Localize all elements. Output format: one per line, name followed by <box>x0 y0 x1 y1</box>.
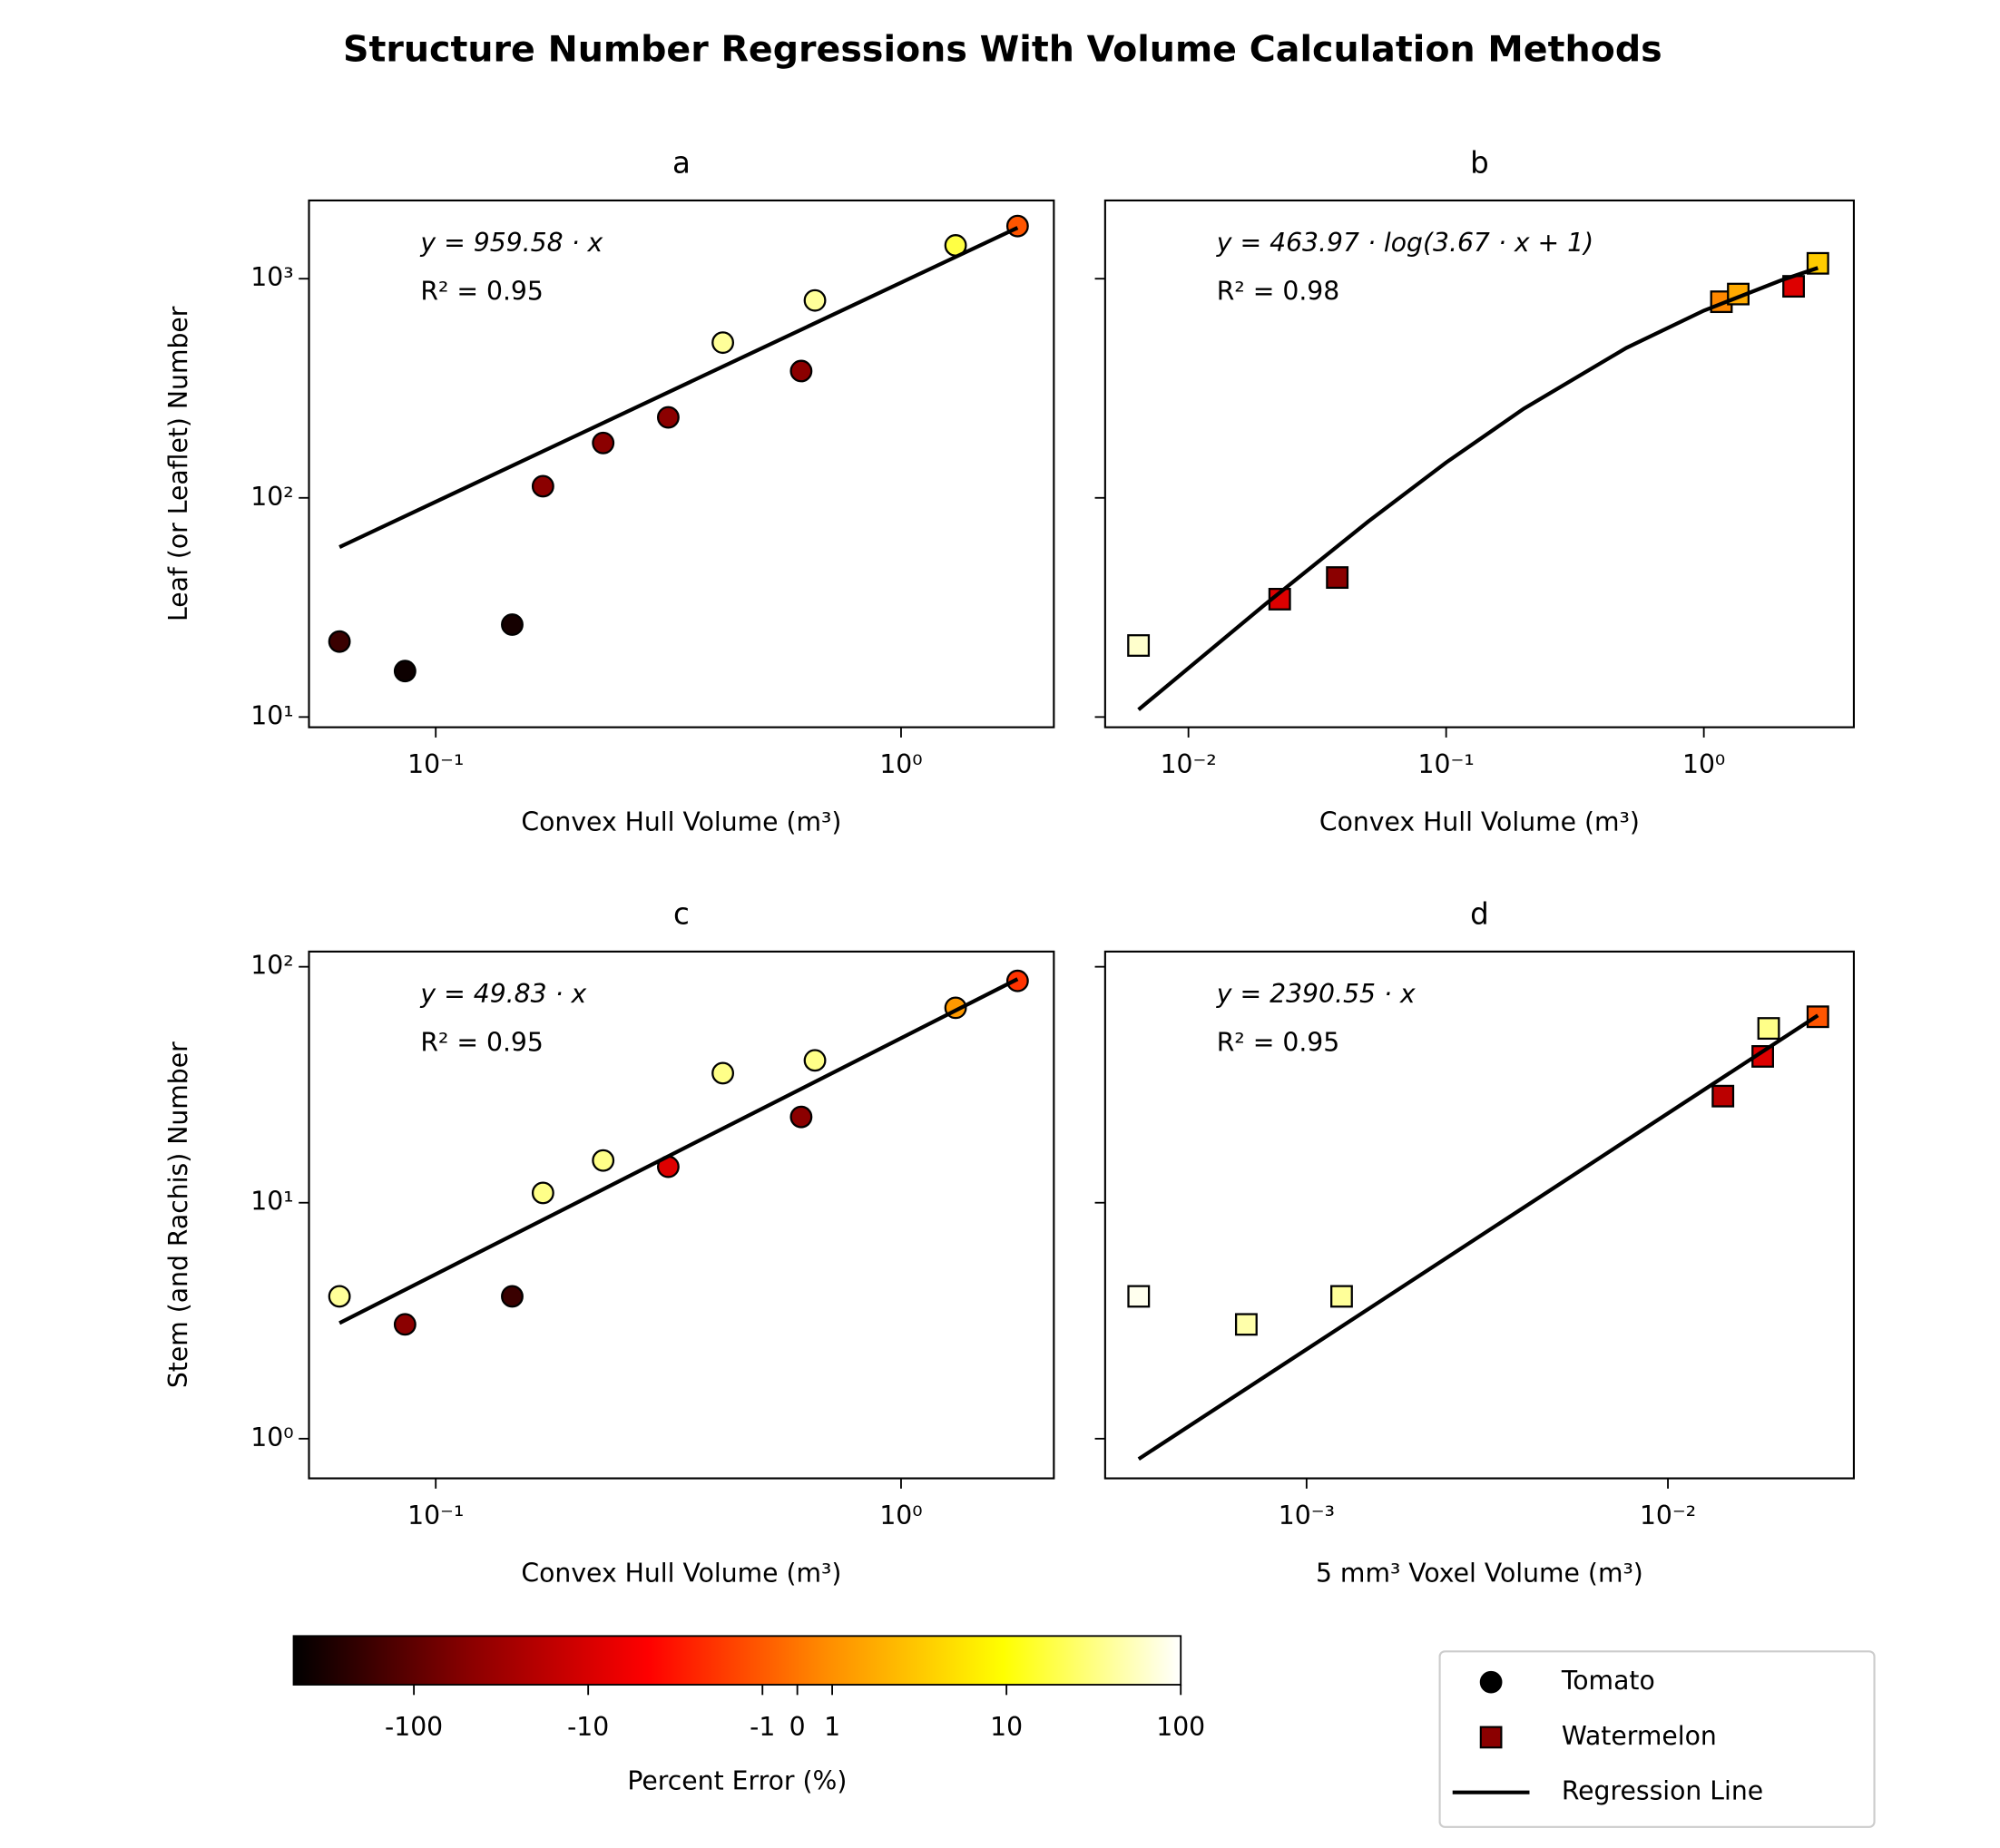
equation: y = 959.58 · x <box>419 228 603 258</box>
point <box>501 1285 524 1308</box>
plot-frame <box>1103 199 1855 728</box>
colorbar-tick-label: -1 <box>750 1712 775 1742</box>
r-squared: R² = 0.95 <box>1217 1028 1339 1058</box>
r-squared: R² = 0.95 <box>420 277 543 307</box>
panel-title: d <box>1470 896 1489 931</box>
point <box>531 1181 554 1205</box>
colorbar-tick-label: -10 <box>567 1712 609 1742</box>
colorbar-label: Percent Error (%) <box>627 1765 847 1795</box>
legend-box <box>1438 1650 1876 1828</box>
regression-line <box>1137 1013 1819 1461</box>
y-tick-label: 10² <box>250 951 293 981</box>
point <box>656 406 680 429</box>
point <box>711 331 735 355</box>
x-axis-label: Convex Hull Volume (m³) <box>521 1559 841 1589</box>
x-axis-label: 5 mm³ Voxel Volume (m³) <box>1316 1559 1643 1589</box>
point <box>592 1149 615 1172</box>
point <box>803 1049 827 1072</box>
colorbar <box>292 1635 1182 1686</box>
x-tick-label: 10⁻¹ <box>1418 749 1475 779</box>
legend-label: Regression Line <box>1562 1776 1763 1806</box>
point <box>328 1285 351 1308</box>
equation: y = 463.97 · log(3.67 · x + 1) <box>1216 228 1593 258</box>
point <box>789 359 813 383</box>
point <box>1711 1084 1735 1108</box>
figure-title: Structure Number Regressions With Volume… <box>343 29 1662 71</box>
point <box>531 474 554 498</box>
point <box>393 1313 417 1336</box>
plot-frame <box>1103 950 1855 1480</box>
regression-line <box>1137 266 1819 711</box>
regression-line <box>338 226 1019 549</box>
point <box>1234 1313 1258 1336</box>
x-tick-label: 10⁻² <box>1161 749 1217 779</box>
legend-label: Tomato <box>1561 1666 1655 1696</box>
point <box>592 431 615 455</box>
y-tick-label: 10¹ <box>250 700 293 730</box>
point <box>1127 634 1151 657</box>
x-tick-label: 10⁰ <box>1682 749 1725 779</box>
point <box>393 660 417 683</box>
colorbar-tick-label: 100 <box>1156 1712 1205 1742</box>
point <box>1127 1285 1151 1308</box>
r-squared: R² = 0.95 <box>420 1028 543 1058</box>
x-axis-label: Convex Hull Volume (m³) <box>1319 807 1640 837</box>
colorbar-tick-label: 10 <box>990 1712 1023 1742</box>
regression-line <box>338 977 1019 1325</box>
point <box>1757 1017 1780 1041</box>
legend-marker <box>1479 1726 1503 1749</box>
plot-frame <box>308 950 1055 1480</box>
y-tick-label: 10² <box>250 482 293 512</box>
colorbar-tick-label: 1 <box>824 1712 840 1742</box>
y-axis-label: Leaf (or Leaflet) Number <box>163 306 193 621</box>
point <box>803 288 827 312</box>
panel-title: b <box>1470 145 1489 180</box>
equation: y = 49.83 · x <box>419 979 586 1009</box>
point <box>501 613 524 636</box>
y-tick-label: 10³ <box>250 262 293 292</box>
x-tick-label: 10⁻³ <box>1279 1501 1335 1530</box>
x-tick-label: 10⁰ <box>879 749 922 779</box>
panel-title: a <box>672 145 691 180</box>
point <box>1005 214 1029 238</box>
point <box>1326 566 1349 590</box>
point <box>328 630 351 653</box>
panel-title: c <box>673 896 690 931</box>
legend-marker <box>1479 1670 1503 1694</box>
y-tick-label: 10¹ <box>250 1187 293 1217</box>
equation: y = 2390.55 · x <box>1216 979 1416 1009</box>
x-axis-label: Convex Hull Volume (m³) <box>521 807 841 837</box>
point <box>789 1105 813 1129</box>
x-tick-label: 10⁰ <box>879 1501 922 1530</box>
r-squared: R² = 0.98 <box>1217 277 1339 307</box>
plot-frame <box>308 199 1055 728</box>
colorbar-tick-label: -100 <box>385 1712 443 1742</box>
y-tick-label: 10⁰ <box>250 1423 293 1452</box>
x-tick-label: 10⁻¹ <box>407 749 464 779</box>
colorbar-tick-label: 0 <box>789 1712 806 1742</box>
legend-label: Watermelon <box>1562 1721 1717 1751</box>
y-axis-label: Stem (and Rachis) Number <box>163 1041 193 1388</box>
point <box>1330 1285 1353 1308</box>
x-tick-label: 10⁻² <box>1640 1501 1696 1530</box>
x-tick-label: 10⁻¹ <box>407 1501 464 1530</box>
point <box>711 1061 735 1085</box>
